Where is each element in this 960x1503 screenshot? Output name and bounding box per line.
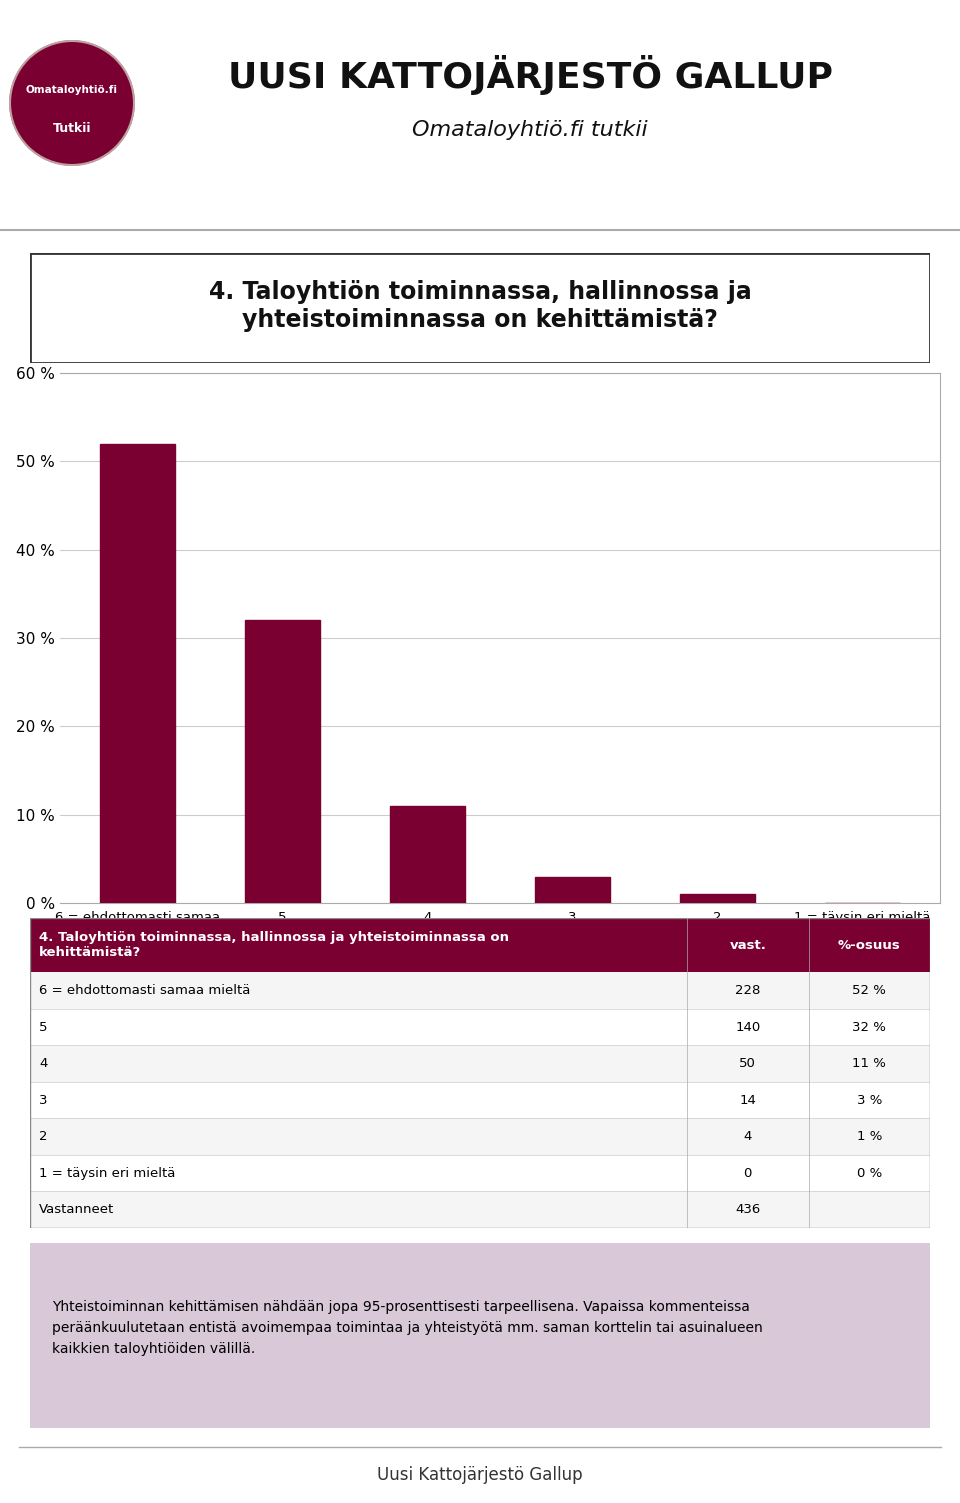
Text: Tutkii: Tutkii (53, 122, 91, 134)
Text: 4. Taloyhtiön toiminnassa, hallinnossa ja
yhteistoiminnassa on kehittämistä?: 4. Taloyhtiön toiminnassa, hallinnossa j… (208, 280, 752, 332)
Text: 2: 2 (39, 1130, 47, 1144)
Text: 11 %: 11 % (852, 1057, 886, 1070)
Text: 52 %: 52 % (852, 984, 886, 996)
Bar (30, 1009, 930, 1045)
Text: 436: 436 (735, 1204, 760, 1216)
Bar (30, 1192, 930, 1228)
Text: 1 = täysin eri mieltä: 1 = täysin eri mieltä (39, 1166, 176, 1180)
Text: %-osuus: %-osuus (838, 939, 900, 951)
Text: 32 %: 32 % (852, 1021, 886, 1034)
Bar (30, 972, 930, 1009)
Text: UUSI KATTOJÄRJESTÖ GALLUP: UUSI KATTOJÄRJESTÖ GALLUP (228, 56, 832, 95)
Bar (30, 918, 930, 972)
Text: 4. Taloyhtiön toiminnassa, hallinnossa ja yhteistoiminnassa on
kehittämistä?: 4. Taloyhtiön toiminnassa, hallinnossa j… (39, 932, 509, 959)
Text: Uusi Kattojärjestö Gallup: Uusi Kattojärjestö Gallup (377, 1467, 583, 1485)
Text: 228: 228 (735, 984, 760, 996)
Text: 14: 14 (739, 1094, 756, 1106)
Text: Yhteistoiminnan kehittämisen nähdään jopa 95-prosenttisesti tarpeellisena. Vapai: Yhteistoiminnan kehittämisen nähdään jop… (53, 1300, 763, 1356)
Bar (390, 806, 466, 903)
Text: 5: 5 (39, 1021, 47, 1034)
Text: 140: 140 (735, 1021, 760, 1034)
Bar (535, 876, 611, 903)
Bar (30, 1154, 930, 1192)
Text: Omataloyhtiö.fi tutkii: Omataloyhtiö.fi tutkii (412, 120, 648, 140)
Bar (680, 894, 756, 903)
Text: 0: 0 (744, 1166, 752, 1180)
Text: 6 = ehdottomasti samaa mieltä: 6 = ehdottomasti samaa mieltä (39, 984, 251, 996)
Bar (30, 1045, 930, 1082)
Bar (100, 443, 176, 903)
Text: 3 %: 3 % (856, 1094, 882, 1106)
Text: vast.: vast. (730, 939, 766, 951)
Text: 0 %: 0 % (856, 1166, 882, 1180)
Bar (30, 1118, 930, 1154)
Text: 4: 4 (39, 1057, 47, 1070)
Bar (245, 621, 321, 903)
Circle shape (10, 41, 134, 165)
Text: 4: 4 (744, 1130, 752, 1144)
Bar (30, 1082, 930, 1118)
Text: Vastanneet: Vastanneet (39, 1204, 114, 1216)
Text: Omataloyhtiö.fi: Omataloyhtiö.fi (26, 86, 118, 95)
Text: 3: 3 (39, 1094, 47, 1106)
Text: 1 %: 1 % (856, 1130, 882, 1144)
Text: 50: 50 (739, 1057, 756, 1070)
